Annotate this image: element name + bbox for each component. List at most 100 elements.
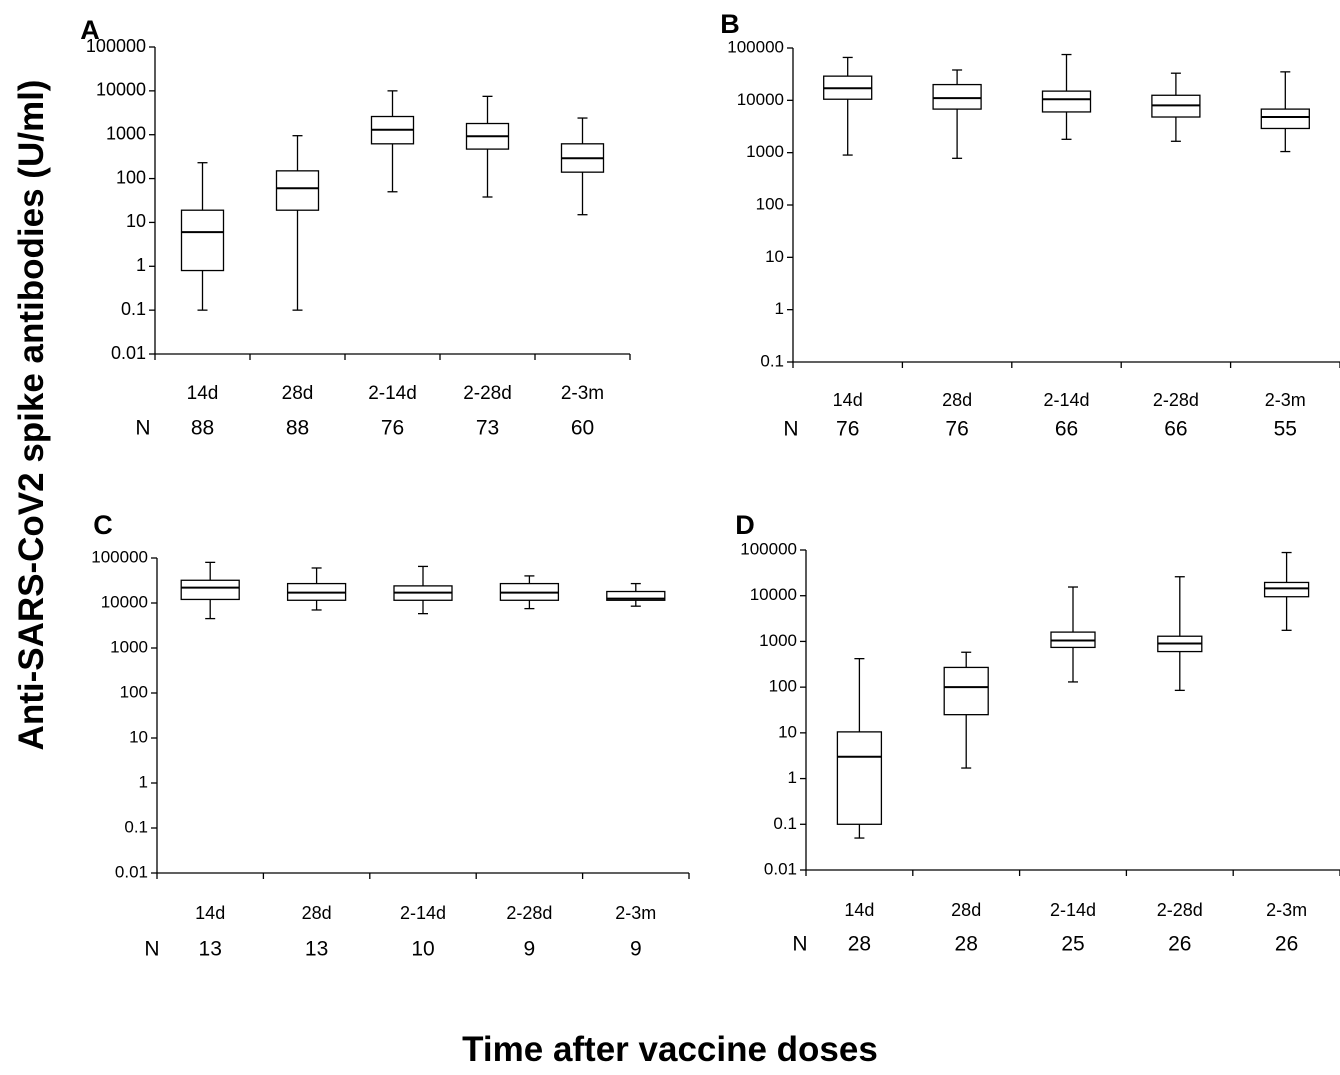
n-row-label: N xyxy=(144,938,159,961)
y-tick-label: 10000 xyxy=(101,592,148,611)
box-plot-2-28d xyxy=(499,575,560,610)
box-plot-14d xyxy=(180,561,240,620)
y-tick-label: 100000 xyxy=(91,547,148,566)
category-label: 2-3m xyxy=(1265,390,1306,410)
y-tick-label: 1000 xyxy=(106,123,146,143)
category-label: 2-14d xyxy=(400,903,446,923)
category-label: 2-28d xyxy=(506,903,552,923)
n-value: 55 xyxy=(1274,418,1297,441)
category-label: 14d xyxy=(833,390,863,410)
n-value: 88 xyxy=(286,417,309,440)
category-label: 2-28d xyxy=(463,383,512,404)
y-tick-label: 10000 xyxy=(750,585,797,604)
y-tick-label: 100 xyxy=(120,682,148,701)
n-row-label: N xyxy=(135,417,150,440)
y-tick-label: 10 xyxy=(765,247,784,266)
box-plot-2-14d xyxy=(1041,53,1092,140)
y-tick-label: 100000 xyxy=(727,37,784,56)
y-tick-label: 0.1 xyxy=(124,817,148,836)
box-plot-2-28d xyxy=(1151,72,1201,142)
category-label: 14d xyxy=(195,903,225,923)
y-tick-label: 0.1 xyxy=(121,299,146,319)
box-plot-2-3m xyxy=(606,582,666,607)
n-value: 73 xyxy=(476,417,499,440)
y-tick-label: 10 xyxy=(129,727,148,746)
panel-letter: A xyxy=(80,15,100,45)
box-plot-2-3m xyxy=(1263,551,1310,631)
n-value: 28 xyxy=(848,933,871,956)
y-tick-label: 0.1 xyxy=(773,814,797,833)
category-label: 2-28d xyxy=(1153,390,1199,410)
category-label: 2-28d xyxy=(1157,900,1203,920)
box-plot-2-14d xyxy=(1050,586,1096,683)
category-label: 28d xyxy=(302,903,332,923)
y-tick-label: 0.01 xyxy=(111,343,146,363)
iqr-box xyxy=(1263,581,1310,598)
y-tick-label: 100 xyxy=(769,677,797,696)
iqr-box xyxy=(180,579,240,601)
iqr-box xyxy=(932,83,982,110)
iqr-box xyxy=(1041,90,1092,113)
category-label: 14d xyxy=(844,900,874,920)
n-row-label: N xyxy=(783,418,798,441)
panel-letter: C xyxy=(93,510,113,540)
y-tick-label: 1000 xyxy=(759,631,797,650)
y-tick-label: 0.1 xyxy=(760,351,784,370)
box-plot-2-14d xyxy=(370,90,415,193)
n-value: 13 xyxy=(199,938,222,961)
box-plot-14d xyxy=(823,56,873,156)
n-value: 88 xyxy=(191,417,214,440)
iqr-box xyxy=(275,170,320,211)
category-label: 28d xyxy=(951,900,981,920)
y-tick-label: 100000 xyxy=(86,36,146,56)
n-value: 76 xyxy=(381,417,404,440)
y-tick-label: 1 xyxy=(139,772,148,791)
category-label: 2-14d xyxy=(1050,900,1096,920)
box-plot-28d xyxy=(943,651,989,769)
iqr-box xyxy=(836,731,883,825)
y-tick-label: 10 xyxy=(126,211,146,231)
y-tick-label: 100000 xyxy=(740,539,797,558)
category-label: 2-14d xyxy=(1043,390,1089,410)
category-label: 28d xyxy=(942,390,972,410)
iqr-box xyxy=(180,209,225,272)
box-plot-2-28d xyxy=(465,95,510,198)
n-value: 76 xyxy=(836,418,859,441)
y-tick-label: 1 xyxy=(775,299,784,318)
y-tick-label: 100 xyxy=(756,194,784,213)
box-plot-2-28d xyxy=(1157,576,1203,692)
y-tick-label: 1000 xyxy=(110,637,148,656)
category-label: 2-3m xyxy=(1266,900,1307,920)
y-tick-label: 1000 xyxy=(746,142,784,161)
y-tick-label: 0.01 xyxy=(764,859,797,878)
box-plot-28d xyxy=(286,567,347,611)
y-tick-label: 10000 xyxy=(737,90,784,109)
x-axis-title: Time after vaccine doses xyxy=(462,1030,878,1069)
n-value: 13 xyxy=(305,938,328,961)
y-tick-label: 10000 xyxy=(96,80,146,100)
n-value: 9 xyxy=(524,938,536,961)
n-value: 9 xyxy=(630,938,642,961)
n-row-label: N xyxy=(792,933,807,956)
y-tick-label: 1 xyxy=(136,255,146,275)
box-plot-2-14d xyxy=(393,565,453,615)
n-value: 25 xyxy=(1061,933,1084,956)
panel-letter: D xyxy=(735,510,755,540)
n-value: 28 xyxy=(955,933,978,956)
category-label: 28d xyxy=(282,383,314,404)
category-label: 2-3m xyxy=(615,903,656,923)
y-tick-label: 10 xyxy=(778,722,797,741)
n-value: 76 xyxy=(945,418,968,441)
category-label: 2-3m xyxy=(561,383,604,404)
n-value: 26 xyxy=(1168,933,1191,956)
panel-letter: B xyxy=(720,9,740,39)
n-value: 66 xyxy=(1164,418,1187,441)
box-plot-14d xyxy=(180,162,225,311)
box-plot-14d xyxy=(836,658,883,839)
n-value: 26 xyxy=(1275,933,1298,956)
iqr-box xyxy=(606,590,666,601)
